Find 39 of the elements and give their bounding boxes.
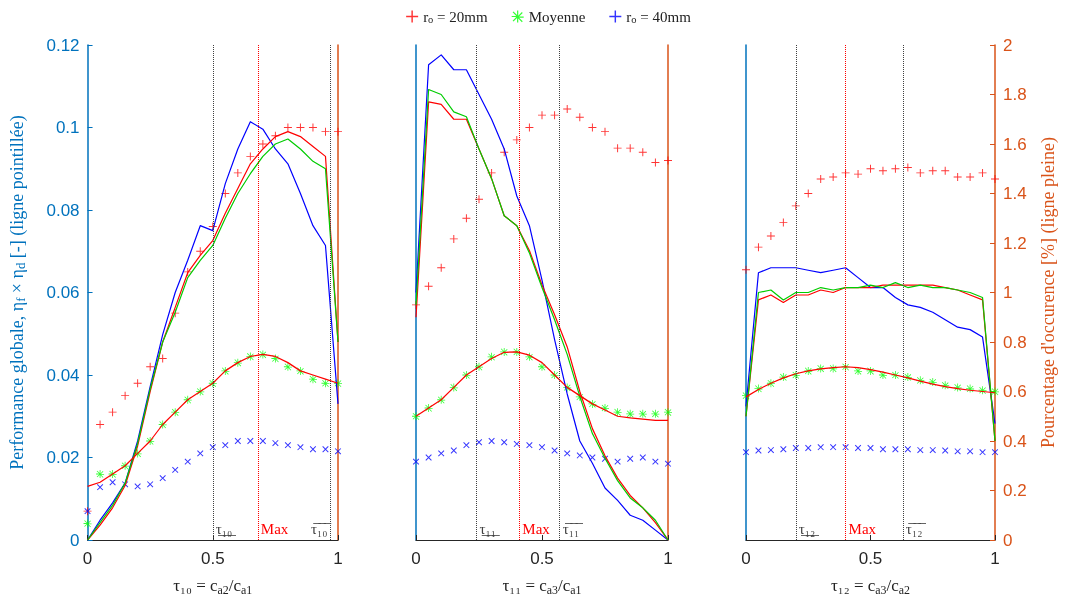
y2-tick-label: 1 — [1003, 283, 1013, 302]
x-tick-label: 1 — [990, 549, 1000, 568]
x-tick-label: 0.5 — [530, 549, 554, 568]
y2-tick-label: 2 — [1003, 35, 1013, 55]
x-tick-label: 1 — [663, 549, 673, 568]
x-tick-label: 1 — [333, 549, 343, 568]
y-tick-label: 0.02 — [46, 448, 80, 467]
ref-line-label: Max — [522, 520, 551, 537]
x-tick-label: 0 — [82, 549, 93, 568]
x-tick-label: 0.5 — [200, 549, 225, 568]
y2-tick-label: 1.6 — [1003, 134, 1027, 154]
y2-tick-label: 0.6 — [1003, 382, 1027, 401]
ref-line-label: τ̅₁̅₁̅ — [562, 520, 584, 537]
ref-line-label: Max — [260, 520, 289, 537]
x-tick-label: 0 — [411, 549, 421, 568]
y2-tick-label: 1.4 — [1003, 184, 1027, 203]
y-tick-label: 0.04 — [46, 365, 80, 385]
y2-tick-label: 1.2 — [1003, 233, 1027, 253]
x-tick-label: 0.5 — [858, 549, 883, 568]
ref-line-label: τ̲₁̲₂̲ — [798, 520, 820, 537]
y-tick-label: 0.12 — [46, 35, 80, 55]
x-tick-label: 0 — [741, 549, 751, 568]
y-tick-label: 0.08 — [46, 200, 80, 220]
y-axis-title: Performance globale, ηf × ηd [-] (ligne pointillée) — [7, 115, 29, 470]
ref-line-label: τ̲₁̲₀̲ — [215, 520, 237, 537]
y2-tick-label: 0.2 — [1003, 481, 1027, 500]
y-tick-label: 0.06 — [46, 283, 80, 302]
y2-tick-label: 0 — [1003, 530, 1013, 550]
y-tick-label: 0.1 — [55, 118, 80, 137]
ref-line-label: τ̲₁̲₁̲ — [479, 520, 500, 537]
y2-axis-title: Pourcentage d'occurence [%] (ligne pleine) — [1038, 136, 1059, 449]
y2-tick-label: 1.8 — [1003, 85, 1027, 104]
legend-label: Moyenne — [528, 8, 586, 25]
y2-tick-label: 0.4 — [1003, 431, 1027, 451]
y-tick-label: 0 — [70, 530, 80, 550]
ref-line-label: τ̅₁̅₂̅ — [905, 520, 927, 537]
y2-tick-label: 0.8 — [1003, 332, 1027, 352]
ref-line-label: Max — [848, 520, 877, 537]
ref-line-label: τ̅₁̅₀̅ — [310, 520, 332, 537]
